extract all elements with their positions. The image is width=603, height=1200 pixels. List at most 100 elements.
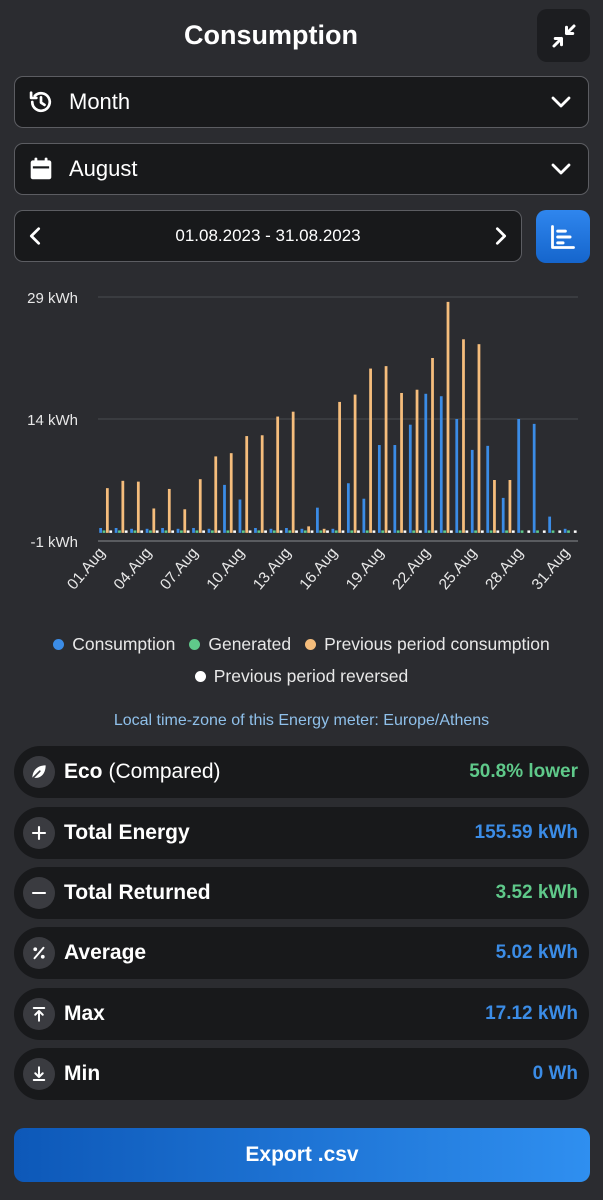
bar-generated	[180, 530, 183, 533]
bar-generated	[272, 530, 276, 533]
timezone-note: Local time-zone of this Energy meter: Eu…	[113, 712, 490, 729]
page-title: Consumption	[184, 20, 358, 50]
bar-consumption	[254, 527, 257, 533]
bar-generated	[474, 530, 477, 533]
x-tick-label: 19.Aug	[343, 545, 388, 594]
legend-item-consumption[interactable]: Consumption	[53, 634, 175, 655]
bar-consumption	[99, 527, 103, 533]
bar-consumption	[145, 528, 149, 533]
bar-consumption	[300, 528, 304, 533]
x-tick-label: 07.Aug	[157, 545, 202, 594]
bar-previous-period-reversed	[558, 530, 562, 533]
stat-average: Average 5.02 kWh	[14, 927, 589, 979]
bar-previous-period-consumption	[415, 389, 419, 533]
bar-chart-icon	[551, 224, 575, 249]
bar-previous-period-reversed	[511, 530, 515, 533]
bar-generated	[381, 530, 385, 533]
bar-consumption	[517, 419, 521, 533]
bar-consumption	[501, 497, 505, 533]
stat-eco: Eco (Compared) 50.8% lower	[14, 746, 589, 798]
header: Consumption	[0, 0, 603, 72]
legend-item-generated[interactable]: Generated	[189, 634, 291, 655]
bar-previous-period-consumption	[338, 401, 341, 533]
month-select-value: August	[69, 156, 138, 181]
legend-label: Previous period consumption	[324, 634, 550, 654]
stat-sublabel: (Compared)	[108, 760, 221, 783]
bar-previous-period-reversed	[124, 530, 128, 533]
date-range-label: 01.08.2023 - 31.08.2023	[175, 226, 361, 245]
bar-generated	[288, 530, 292, 533]
bar-previous-period-reversed	[326, 530, 329, 533]
bar-previous-period-reversed	[295, 530, 298, 533]
bar-consumption	[470, 449, 474, 533]
stat-value: 3.52 kWh	[495, 882, 578, 903]
export-csv-button[interactable]: Export .csv	[14, 1128, 590, 1182]
legend-dot	[189, 639, 201, 650]
stat-value: 155.59 kWh	[474, 822, 579, 843]
stat-label: Average	[64, 941, 147, 964]
stat-min: Min 0 Wh	[14, 1048, 589, 1100]
minus-icon	[23, 877, 55, 909]
bar-generated	[520, 530, 524, 533]
stat-value: 17.12 kWh	[485, 1003, 578, 1024]
bar-generated	[303, 530, 307, 533]
period-select[interactable]: Month	[14, 76, 589, 128]
bar-previous-period-consumption	[229, 453, 233, 533]
bar-consumption	[114, 527, 118, 533]
bar-consumption	[269, 528, 273, 533]
bar-consumption	[161, 527, 164, 533]
bar-consumption	[439, 396, 443, 533]
bar-previous-period-reversed	[388, 530, 391, 533]
legend-item-previous-consumption[interactable]: Previous period consumption	[305, 634, 550, 655]
bar-previous-period-consumption	[291, 411, 295, 533]
bar-generated	[164, 530, 168, 533]
next-period-button[interactable]	[481, 212, 521, 260]
calendar-icon	[27, 155, 55, 183]
bar-generated	[118, 530, 121, 533]
legend-item-previous-reversed[interactable]: Previous period reversed	[194, 666, 409, 687]
bar-previous-period-consumption	[105, 488, 109, 533]
bar-previous-period-reversed	[279, 530, 283, 533]
bar-previous-period-reversed	[496, 530, 500, 533]
bar-previous-period-consumption	[384, 366, 388, 533]
history-icon	[27, 88, 55, 116]
bar-previous-period-reversed	[171, 530, 175, 533]
bar-consumption	[130, 528, 133, 533]
month-select[interactable]: August	[14, 143, 589, 195]
collapse-button[interactable]	[537, 9, 590, 62]
bar-previous-period-consumption	[183, 509, 187, 533]
bar-previous-period-consumption	[353, 394, 357, 533]
stat-value: 5.02 kWh	[495, 942, 578, 963]
plus-icon	[23, 817, 55, 849]
stat-label: Min	[64, 1062, 101, 1085]
bar-generated	[536, 530, 539, 533]
bar-consumption	[455, 419, 459, 533]
chevron-right-icon	[495, 227, 507, 245]
chart-type-toggle-button[interactable]	[536, 210, 590, 263]
bar-generated	[133, 530, 137, 533]
bar-previous-period-consumption	[307, 526, 311, 533]
previous-period-button[interactable]	[15, 212, 55, 260]
bar-previous-period-reversed	[372, 530, 376, 533]
legend-label: Previous period reversed	[213, 666, 409, 686]
x-tick-label: 16.Aug	[296, 545, 341, 594]
stat-total-energy: Total Energy 155.59 kWh	[14, 807, 589, 859]
bar-consumption	[207, 528, 211, 533]
x-tick-label: 28.Aug	[482, 545, 527, 594]
bar-previous-period-reversed	[310, 530, 314, 533]
legend-dot	[305, 639, 317, 650]
chevron-down-icon	[548, 89, 574, 115]
period-select-value: Month	[69, 89, 131, 114]
bar-previous-period-reversed	[155, 530, 159, 533]
x-tick-label: 10.Aug	[204, 545, 249, 594]
bar-previous-period-reversed	[434, 530, 438, 533]
bar-previous-period-reversed	[419, 530, 422, 533]
bar-consumption	[532, 423, 536, 533]
bar-previous-period-reversed	[264, 530, 267, 533]
y-tick-label: 29 kWh	[27, 290, 78, 307]
x-tick-label: 25.Aug	[436, 545, 481, 594]
stat-value: 50.8% lower	[469, 761, 578, 782]
chart-legend-row-1: Consumption Generated Previous period co…	[0, 634, 603, 655]
percent-icon	[23, 937, 55, 969]
